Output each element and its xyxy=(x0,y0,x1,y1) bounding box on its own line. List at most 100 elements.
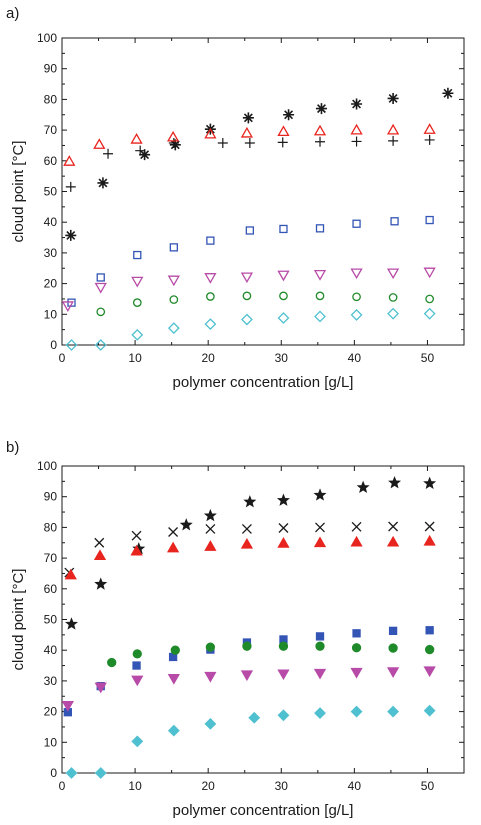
y-tick-label: 100 xyxy=(37,459,57,473)
data-point xyxy=(204,671,217,683)
x-tick-label: 0 xyxy=(59,351,66,365)
data-point xyxy=(94,537,105,548)
y-tick-label: 100 xyxy=(37,31,57,45)
x-tick-label: 10 xyxy=(128,351,142,365)
y-tick-label: 60 xyxy=(44,154,58,168)
data-point xyxy=(94,767,107,779)
y-tick-label: 90 xyxy=(44,490,58,504)
y-tick-label: 90 xyxy=(44,62,58,76)
y-tick-label: 80 xyxy=(44,520,58,534)
data-point xyxy=(205,523,216,534)
y-tick-label: 50 xyxy=(44,185,58,199)
data-point xyxy=(130,544,143,556)
chart-panel-a: a) 0 10 20 30 40 50 60 70 80 90 100 0 10 20 30 40 50 polym… xyxy=(6,5,465,391)
series-blue-square xyxy=(67,215,434,307)
y-tick-label: 40 xyxy=(44,215,58,229)
series-magenta-triangle-down xyxy=(61,267,436,313)
series-magenta-triangle-down xyxy=(61,666,436,712)
x-tick-label: 30 xyxy=(275,779,289,793)
data-point xyxy=(313,668,327,680)
x-tick-label: 20 xyxy=(202,351,216,365)
x-axis-label: polymer concentration [g/L] xyxy=(173,374,354,391)
series-cyan-diamond xyxy=(65,704,436,779)
data-point xyxy=(315,522,325,533)
y-tick-label: 20 xyxy=(44,705,58,719)
data-point xyxy=(243,495,257,508)
y-tick-label: 20 xyxy=(44,277,58,291)
data-point xyxy=(423,123,436,134)
data-point xyxy=(168,527,179,537)
data-point xyxy=(94,339,107,351)
y-tick-label: 80 xyxy=(44,92,58,106)
data-point xyxy=(67,298,76,307)
data-point xyxy=(279,224,288,234)
data-point xyxy=(313,124,327,136)
data-point xyxy=(388,626,398,636)
data-point xyxy=(167,724,180,737)
data-point xyxy=(217,137,228,148)
plot-frame xyxy=(61,465,465,774)
data-point xyxy=(206,292,215,301)
x-tick-label: 40 xyxy=(348,779,362,793)
data-point xyxy=(351,643,362,653)
data-point xyxy=(390,217,399,226)
data-point xyxy=(132,649,142,659)
data-point xyxy=(245,226,254,235)
data-point xyxy=(244,137,255,148)
data-point xyxy=(387,307,400,320)
data-point xyxy=(423,267,436,279)
data-point xyxy=(315,136,326,147)
data-point xyxy=(388,643,398,653)
data-point xyxy=(241,313,253,326)
data-point xyxy=(131,328,144,341)
panel-label: a) xyxy=(6,5,19,22)
data-point xyxy=(423,307,436,320)
series-green-circle xyxy=(107,641,435,668)
data-point xyxy=(350,667,363,679)
data-point xyxy=(352,219,361,228)
data-point xyxy=(107,657,117,668)
data-point xyxy=(97,177,109,189)
x-tick-label: 20 xyxy=(202,779,216,793)
data-point xyxy=(131,276,144,288)
data-point xyxy=(351,136,362,147)
data-point xyxy=(388,521,399,532)
series-red-triangle-up xyxy=(64,534,436,580)
data-point xyxy=(387,705,400,718)
series-cyan-diamond xyxy=(65,307,436,351)
data-point xyxy=(423,666,436,678)
data-point xyxy=(65,181,76,192)
panel-label: b) xyxy=(6,439,19,456)
series-black-cross xyxy=(64,521,435,578)
data-point xyxy=(352,629,361,638)
data-point xyxy=(423,476,437,490)
data-point xyxy=(169,243,178,252)
data-point xyxy=(425,294,434,304)
data-point xyxy=(277,137,288,148)
data-point xyxy=(315,632,325,641)
x-tick-label: 10 xyxy=(128,779,142,793)
data-point xyxy=(204,717,217,730)
data-point xyxy=(96,307,106,317)
data-point xyxy=(423,534,436,546)
data-point xyxy=(351,521,362,532)
data-point xyxy=(241,523,252,534)
data-point xyxy=(240,670,254,682)
y-tick-label: 70 xyxy=(44,123,58,137)
data-point xyxy=(278,523,289,533)
series-green-circle xyxy=(96,291,434,317)
x-tick-label: 30 xyxy=(275,351,289,365)
data-point xyxy=(65,229,77,241)
data-point xyxy=(65,617,78,630)
data-point xyxy=(352,292,361,302)
data-point xyxy=(315,291,325,301)
data-point xyxy=(166,541,180,553)
data-point xyxy=(242,112,254,124)
y-tick-label: 40 xyxy=(44,643,58,657)
y-tick-label: 10 xyxy=(44,735,58,749)
series-black-plus xyxy=(65,134,435,192)
x-tick-label: 50 xyxy=(421,779,435,793)
y-tick-label: 30 xyxy=(44,674,58,688)
data-point xyxy=(283,109,295,121)
